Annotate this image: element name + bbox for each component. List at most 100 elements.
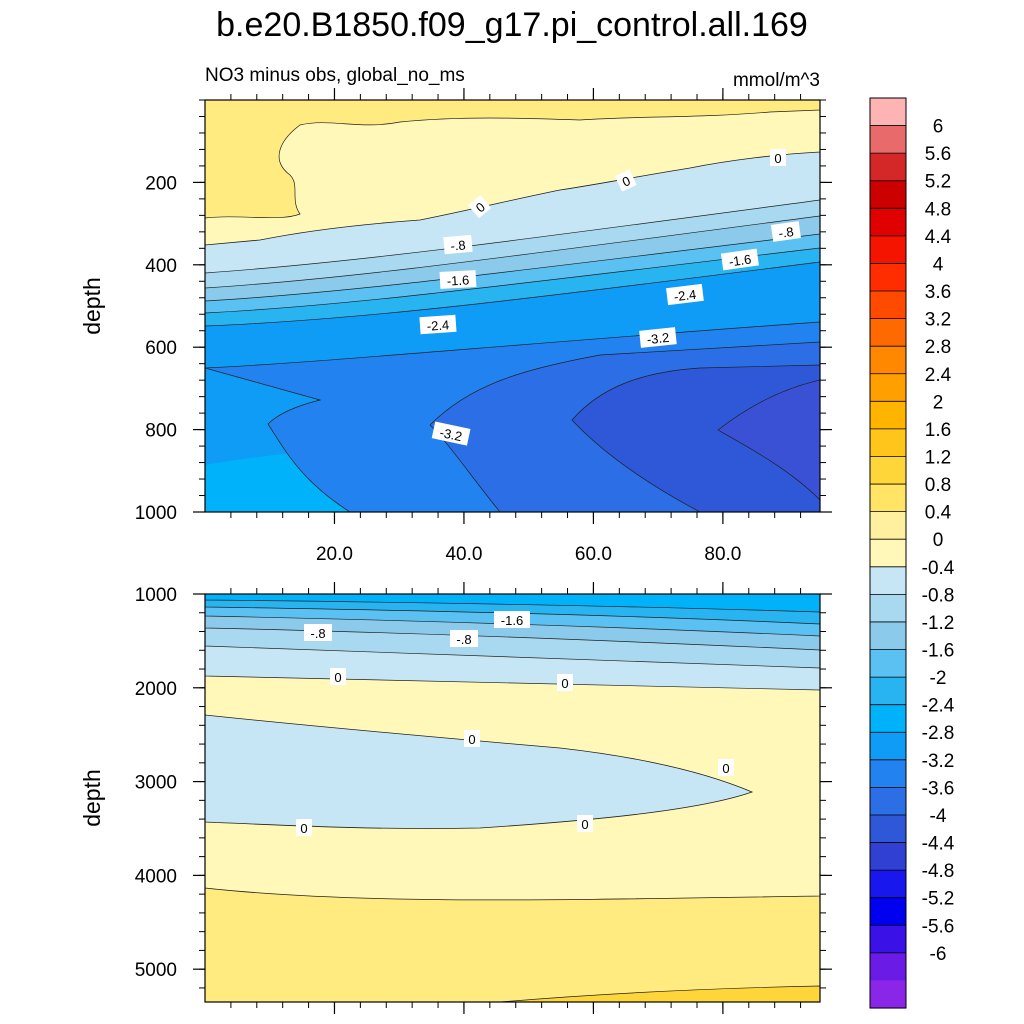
contour-label: 0	[464, 730, 480, 747]
y-tick-label: 1000	[135, 503, 177, 524]
colorbar-label: 0.4	[925, 503, 952, 524]
svg-text:-1.6: -1.6	[446, 272, 469, 288]
colorbar-label: -3.2	[922, 751, 955, 772]
colorbar-label: 2.8	[925, 337, 951, 358]
upper-contour-labels: 0 0 0 -.8 -.8 -1.6 -1.6 -2.4 -2.4 -3.2 -…	[419, 149, 801, 446]
colorbar-label: 4.4	[925, 227, 952, 248]
colorbar-swatch	[870, 484, 906, 513]
svg-text:0: 0	[334, 670, 341, 685]
colorbar-label: -5.6	[922, 916, 955, 937]
colorbar-label: -4.8	[922, 861, 955, 882]
colorbar-swatch	[870, 291, 906, 320]
colorbar-swatch	[870, 677, 906, 706]
contour-label: -2.4	[666, 283, 704, 306]
colorbar-label: 2	[933, 392, 944, 413]
colorbar-label: 0.8	[925, 475, 951, 496]
svg-text:-2.4: -2.4	[673, 287, 697, 305]
svg-text:-2.4: -2.4	[426, 317, 449, 334]
colorbar-label: -1.6	[922, 641, 955, 662]
colorbar-swatch	[870, 870, 906, 899]
colorbar-swatch	[870, 649, 906, 678]
upper-panel-frame	[204, 99, 821, 513]
colorbar-swatch	[870, 594, 906, 623]
colorbar-label: 0	[933, 530, 944, 551]
colorbar-swatch	[870, 511, 906, 540]
colorbar-swatch	[870, 539, 906, 568]
colorbar-swatch	[870, 952, 906, 982]
colorbar-label: 5.2	[925, 172, 951, 193]
colorbar-label: 1.6	[925, 420, 951, 441]
colorbar-label: -5.2	[922, 889, 955, 910]
colorbar-label: -0.4	[922, 558, 955, 579]
svg-text:0: 0	[722, 761, 729, 776]
x-tick-label: 40.0	[445, 544, 482, 565]
colorbar-frame	[869, 97, 907, 1009]
y-tick-label: 200	[145, 173, 177, 194]
axes-layer: 200 400 600 800 1000 20.0 40.0 60.0 80.0 1000 2000…	[135, 88, 832, 1014]
svg-text:0: 0	[774, 151, 781, 166]
colorbar-swatch	[870, 125, 906, 154]
colorbar-swatch	[870, 980, 906, 1009]
colorbar-swatch	[870, 318, 906, 347]
contour-label: -.8	[770, 221, 801, 242]
contour-label: 0	[577, 815, 593, 832]
colorbar-swatch	[870, 180, 906, 209]
svg-text:0: 0	[468, 732, 475, 747]
colorbar-swatch	[870, 787, 906, 816]
contour-label: -1.6	[439, 270, 477, 289]
units-label: mmol/m^3	[733, 70, 820, 91]
colorbar-swatch	[870, 621, 906, 651]
colorbar-label: -2.4	[922, 696, 955, 717]
contour-label: -.8	[304, 624, 332, 641]
colorbar-swatch	[870, 704, 906, 733]
x-tick-label: 60.0	[575, 544, 612, 565]
colorbar-label: 4.8	[925, 199, 951, 220]
x-tick-label: 80.0	[704, 544, 741, 565]
contour-label: 0	[330, 668, 346, 685]
lower-contour-labels: -1.6 -.8 -.8 0 0 0 0 0 0	[296, 611, 734, 836]
colorbar-swatch	[870, 814, 906, 844]
y-tick-label: 2000	[135, 679, 177, 700]
contour-label: -2.4	[419, 314, 457, 335]
colorbar-label: -0.8	[922, 585, 955, 606]
svg-text:-.8: -.8	[310, 626, 325, 641]
svg-text:0: 0	[561, 676, 568, 691]
contour-label: -.8	[443, 234, 473, 255]
colorbar-swatch	[870, 925, 906, 954]
contour-label: 0	[614, 169, 637, 192]
y-tick-label: 800	[145, 421, 177, 442]
svg-text:-.8: -.8	[456, 632, 471, 647]
contour-label: 0	[557, 674, 573, 691]
contour-label: -3.2	[431, 421, 471, 446]
colorbar-label: 6	[933, 117, 944, 138]
colorbar-swatch	[870, 153, 906, 182]
contour-label: 0	[468, 194, 492, 219]
colorbar-swatch	[870, 842, 906, 871]
upper-panel-field	[205, 100, 820, 512]
svg-text:-3.2: -3.2	[438, 425, 463, 444]
y-tick-label: 400	[145, 256, 177, 277]
colorbar-swatch	[870, 897, 906, 926]
colorbar-swatch	[870, 401, 906, 430]
svg-text:0: 0	[581, 817, 588, 832]
contour-label: -.8	[450, 630, 478, 647]
svg-text:-.8: -.8	[778, 224, 795, 241]
colorbar-swatch	[870, 235, 906, 265]
colorbar-label: 3.6	[925, 282, 951, 303]
lower-ylabel: depth	[79, 769, 105, 827]
colorbar-swatch	[870, 759, 906, 788]
colorbar-swatch	[870, 98, 906, 127]
colorbar-label: -3.6	[922, 778, 955, 799]
colorbar-swatch	[870, 566, 906, 595]
colorbar-swatch	[870, 208, 906, 237]
colorbar-label: -2	[930, 668, 947, 689]
svg-text:-3.2: -3.2	[646, 330, 670, 347]
contour-label: 0	[296, 819, 312, 836]
svg-text:-.8: -.8	[450, 237, 466, 253]
colorbar-label: 2.4	[925, 365, 952, 386]
colorbar-swatch	[870, 428, 906, 458]
colorbar-label: -1.2	[922, 613, 955, 634]
y-tick-label: 5000	[135, 960, 177, 981]
colorbar-swatch	[870, 373, 906, 402]
